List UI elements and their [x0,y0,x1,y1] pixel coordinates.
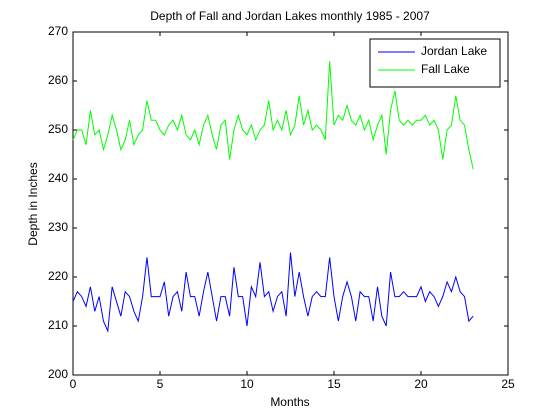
chart-title: Depth of Fall and Jordan Lakes monthly 1… [150,9,430,23]
y-tick-label: 230 [48,220,68,234]
data-line [72,61,474,170]
y-axis-label: Depth in Inches [26,162,40,245]
y-tick-label: 210 [48,318,68,332]
legend-box [369,38,501,88]
x-tick-label: 5 [157,377,164,391]
x-axis-label: Months [270,395,309,409]
y-tick-label: 220 [48,269,68,283]
x-tick-label: 15 [327,377,341,391]
y-tick-label: 250 [48,122,68,136]
y-tick-label: 270 [48,24,68,38]
x-tick-label: 0 [70,377,77,391]
y-tick-label: 260 [48,73,68,87]
legend-label: Jordan Lake [421,44,487,58]
legend-label: Fall Lake [421,62,470,76]
y-tick-label: 200 [48,367,68,381]
plot-area [72,31,509,376]
y-tick-label: 240 [48,171,68,185]
x-tick-label: 10 [240,377,254,391]
data-line [72,252,474,333]
x-tick-label: 20 [414,377,428,391]
x-tick-label: 25 [501,377,515,391]
